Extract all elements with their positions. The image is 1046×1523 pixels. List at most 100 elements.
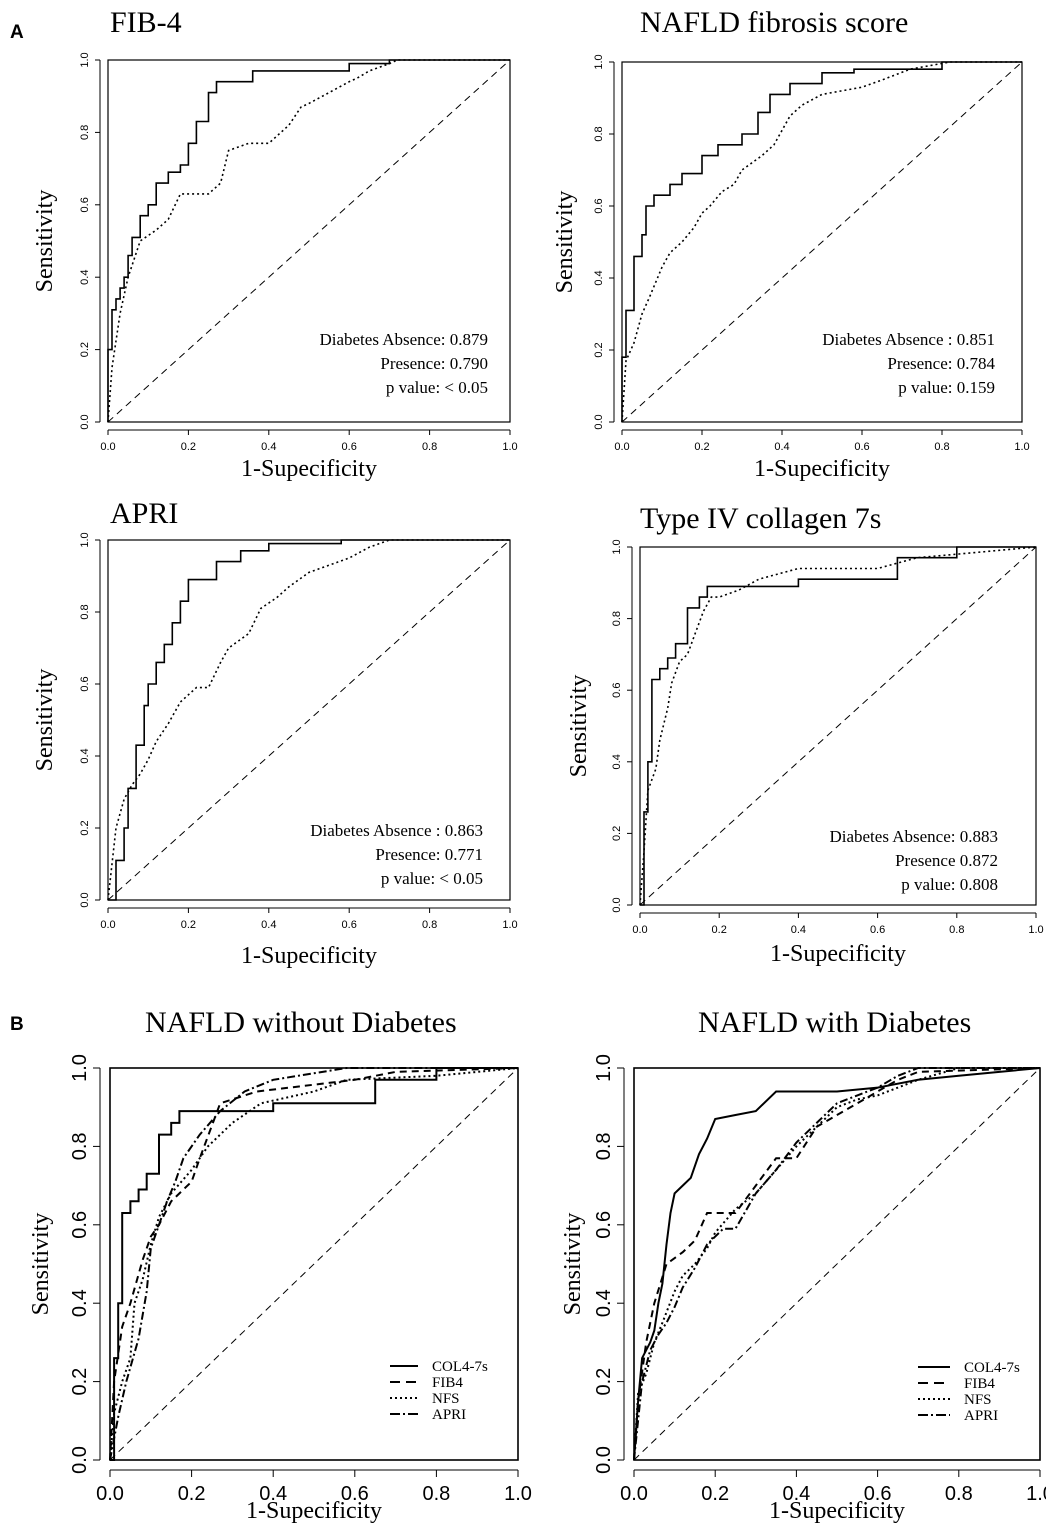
roc-curve-reference xyxy=(639,546,1037,906)
y-tick-label: 0.4 xyxy=(593,270,605,285)
x-tick-label: 0.0 xyxy=(614,441,629,453)
chart-title: NAFLD without Diabetes xyxy=(145,1006,457,1039)
auc-annotation: p value: < 0.05 xyxy=(381,869,483,888)
roc-curve-apri xyxy=(633,1067,1040,1461)
auc-annotation: Diabetes Absence: 0.883 xyxy=(829,827,998,846)
x-tick-label: 1.0 xyxy=(1026,1483,1046,1505)
y-tick-label: 0.4 xyxy=(79,748,91,763)
x-tick-label: 0.2 xyxy=(701,1483,729,1505)
y-tick-label: 0.0 xyxy=(593,1446,615,1474)
legend-label: NFS xyxy=(964,1392,992,1408)
roc-curve-reference xyxy=(109,1067,519,1461)
x-tick-label: 0.2 xyxy=(694,441,709,453)
y-tick-label: 1.0 xyxy=(79,532,91,547)
y-axis-title: Sensitivity xyxy=(552,191,578,294)
chart-title: APRI xyxy=(110,497,178,530)
roc-curve-diabetes-presence xyxy=(107,539,510,901)
roc-panel-4: Type IV collagen 7s 0.0 0.2 0.4 0.6 0.8 1.0 0.0… xyxy=(566,502,1044,967)
y-tick-label: 1.0 xyxy=(611,539,623,554)
y-tick-label: 0.4 xyxy=(611,754,623,769)
roc-curve-apri xyxy=(109,1067,518,1461)
x-tick-label: 0.6 xyxy=(870,924,885,936)
y-tick-label: 0.2 xyxy=(611,826,623,841)
roc-curve-diabetes-absence xyxy=(108,539,510,901)
auc-annotation: Presence: 0.771 xyxy=(375,845,483,864)
x-tick-label: 0.4 xyxy=(261,919,276,931)
y-tick-label: 0.0 xyxy=(69,1446,91,1474)
y-tick-label: 1.0 xyxy=(593,54,605,69)
x-axis-title: 1-Supecificity xyxy=(246,1498,382,1523)
roc-curve-diabetes-absence xyxy=(621,61,1022,422)
roc-curve-reference xyxy=(621,61,1023,423)
x-tick-label: 0.8 xyxy=(949,924,964,936)
x-tick-label: 0.8 xyxy=(422,1483,450,1505)
roc-panel-3: APRI 0.0 0.2 0.4 0.6 0.8 1.0 0.0 0.2 0.4 0.6 0.8 1.0… xyxy=(32,497,518,969)
legend-label: FIB4 xyxy=(432,1375,463,1391)
roc-curve-reference xyxy=(633,1067,1041,1461)
x-tick-label: 0.6 xyxy=(864,1483,892,1505)
y-tick-label: 0.2 xyxy=(593,1368,615,1396)
x-axis-title: 1-Supecificity xyxy=(241,456,377,482)
y-tick-label: 0.8 xyxy=(611,611,623,626)
x-tick-label: 0.0 xyxy=(100,919,115,931)
y-tick-label: 0.0 xyxy=(611,897,623,912)
y-tick-label: 0.6 xyxy=(69,1211,91,1239)
chart-title: NAFLD with Diabetes xyxy=(698,1006,971,1039)
x-axis-title: 1-Supecificity xyxy=(769,1498,905,1523)
y-tick-label: 0.6 xyxy=(79,197,91,212)
y-tick-label: 0.8 xyxy=(69,1132,91,1160)
x-tick-label: 0.8 xyxy=(945,1483,973,1505)
y-tick-label: 0.4 xyxy=(79,270,91,285)
auc-annotation: Presence: 0.790 xyxy=(380,354,488,373)
x-tick-label: 0.2 xyxy=(178,1483,206,1505)
legend-label: FIB4 xyxy=(964,1376,995,1392)
panel-label-a: A xyxy=(10,22,24,43)
legend-label: COL4-7s xyxy=(432,1359,488,1375)
y-tick-label: 1.0 xyxy=(69,1054,91,1082)
plot-frame xyxy=(621,61,1023,423)
x-tick-label: 0.4 xyxy=(259,1483,287,1505)
x-tick-label: 0.4 xyxy=(774,441,789,453)
y-tick-label: 0.2 xyxy=(593,342,605,357)
y-axis-title: Sensitivity xyxy=(32,669,58,772)
y-tick-label: 0.0 xyxy=(79,892,91,907)
roc-panel-1: FIB-4 0.0 0.2 0.4 0.6 0.8 1.0 0.0 0.2 0.4 0.6 0.8 1.… xyxy=(32,6,518,482)
legend-label: APRI xyxy=(432,1407,466,1423)
y-axis-title: Sensitivity xyxy=(560,1213,586,1316)
auc-annotation: p value: 0.808 xyxy=(901,875,998,894)
x-tick-label: 1.0 xyxy=(1014,441,1029,453)
y-tick-label: 1.0 xyxy=(593,1054,615,1082)
auc-annotation: p value: < 0.05 xyxy=(386,378,488,397)
y-tick-label: 0.0 xyxy=(593,414,605,429)
x-tick-label: 0.4 xyxy=(261,441,276,453)
x-tick-label: 0.2 xyxy=(181,441,196,453)
x-tick-label: 1.0 xyxy=(504,1483,532,1505)
x-axis-title: 1-Supecificity xyxy=(754,456,890,482)
x-tick-label: 0.2 xyxy=(181,919,196,931)
roc-curve-diabetes-presence xyxy=(107,59,510,423)
y-tick-label: 0.6 xyxy=(79,676,91,691)
roc-panel-2: NAFLD fibrosis score 0.0 0.2 0.4 0.6 0.8 1.0 0.… xyxy=(552,6,1030,482)
auc-annotation: Presence 0.872 xyxy=(895,851,998,870)
y-axis-title: Sensitivity xyxy=(28,1213,54,1316)
y-axis-title: Sensitivity xyxy=(32,190,58,293)
roc-curve-reference xyxy=(107,59,511,423)
x-tick-label: 0.2 xyxy=(712,924,727,936)
y-tick-label: 1.0 xyxy=(79,52,91,67)
y-tick-label: 0.2 xyxy=(79,820,91,835)
roc-curve-col4-7s xyxy=(110,1067,518,1461)
plot-frame xyxy=(109,1067,519,1461)
y-tick-label: 0.6 xyxy=(593,1211,615,1239)
x-tick-label: 0.6 xyxy=(342,919,357,931)
chart-title: FIB-4 xyxy=(110,6,182,39)
roc-curve-reference xyxy=(107,539,511,901)
x-tick-label: 0.0 xyxy=(96,1483,124,1505)
y-tick-label: 0.8 xyxy=(79,125,91,140)
plot-frame xyxy=(107,59,511,423)
auc-annotation: Diabetes Absence : 0.851 xyxy=(822,330,995,349)
auc-annotation: Diabetes Absence : 0.863 xyxy=(310,821,483,840)
roc-curve-diabetes-absence xyxy=(107,59,510,422)
y-tick-label: 0.0 xyxy=(79,414,91,429)
x-tick-label: 0.8 xyxy=(934,441,949,453)
